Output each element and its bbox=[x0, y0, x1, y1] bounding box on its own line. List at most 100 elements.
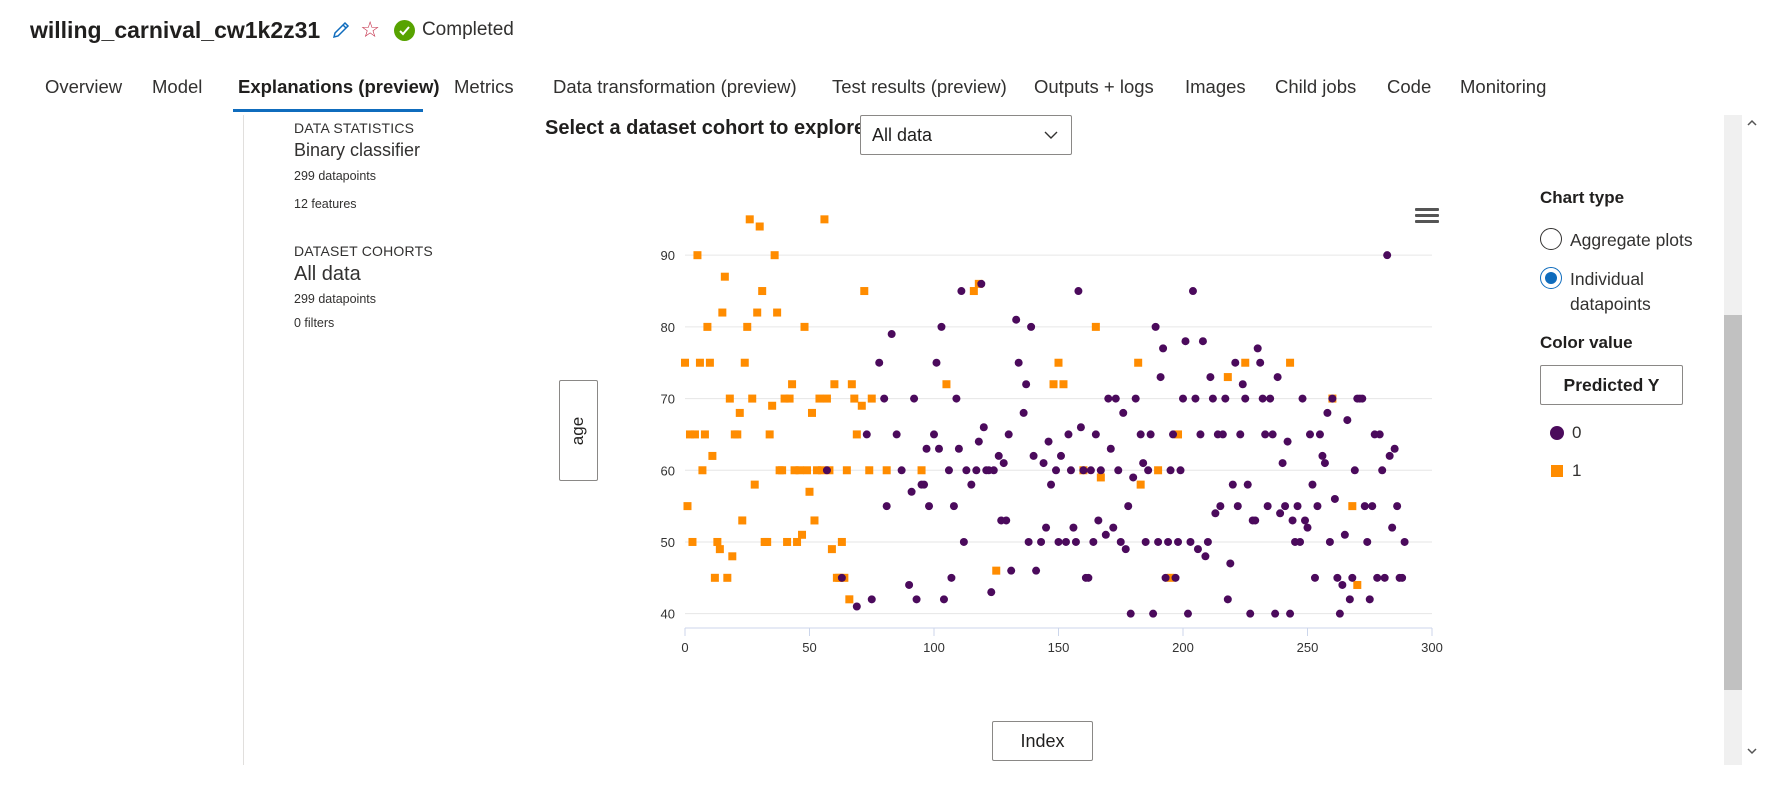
data-point-class-0[interactable] bbox=[1109, 523, 1118, 532]
data-point-class-0[interactable] bbox=[1203, 537, 1212, 546]
data-point-class-0[interactable] bbox=[1066, 466, 1075, 475]
data-point-class-1[interactable] bbox=[748, 394, 757, 403]
data-point-class-0[interactable] bbox=[905, 580, 914, 589]
data-point-class-0[interactable] bbox=[1273, 373, 1282, 382]
data-point-class-0[interactable] bbox=[1360, 502, 1369, 511]
data-point-class-1[interactable] bbox=[803, 466, 812, 475]
data-point-class-0[interactable] bbox=[1201, 552, 1210, 561]
data-point-class-1[interactable] bbox=[765, 430, 774, 439]
data-point-class-0[interactable] bbox=[1188, 287, 1197, 296]
data-point-class-0[interactable] bbox=[1019, 408, 1028, 417]
data-point-class-1[interactable] bbox=[758, 287, 767, 296]
data-point-class-0[interactable] bbox=[1149, 609, 1158, 618]
data-point-class-1[interactable] bbox=[807, 408, 816, 417]
cohort-name[interactable]: All data bbox=[294, 263, 361, 285]
data-point-class-1[interactable] bbox=[805, 487, 814, 496]
data-point-class-1[interactable] bbox=[817, 466, 826, 475]
data-point-class-0[interactable] bbox=[1323, 408, 1332, 417]
legend-item-0[interactable]: 0 bbox=[1540, 423, 1710, 443]
data-point-class-0[interactable] bbox=[1243, 480, 1252, 489]
data-point-class-0[interactable] bbox=[1211, 509, 1220, 518]
data-point-class-0[interactable] bbox=[880, 394, 889, 403]
color-value-button[interactable]: Predicted Y bbox=[1540, 365, 1683, 405]
data-point-class-0[interactable] bbox=[1256, 358, 1265, 367]
data-point-class-0[interactable] bbox=[1089, 537, 1098, 546]
data-point-class-0[interactable] bbox=[1012, 315, 1021, 324]
data-point-class-1[interactable] bbox=[1134, 358, 1143, 367]
data-point-class-1[interactable] bbox=[842, 466, 851, 475]
data-point-class-0[interactable] bbox=[1131, 394, 1140, 403]
data-point-class-1[interactable] bbox=[830, 380, 839, 389]
data-point-class-0[interactable] bbox=[947, 573, 956, 582]
data-point-class-0[interactable] bbox=[1305, 430, 1314, 439]
data-point-class-1[interactable] bbox=[969, 287, 978, 296]
data-point-class-1[interactable] bbox=[753, 308, 762, 317]
data-point-class-0[interactable] bbox=[1106, 444, 1115, 453]
data-point-class-0[interactable] bbox=[1032, 566, 1041, 575]
data-point-class-0[interactable] bbox=[1198, 337, 1207, 346]
data-point-class-0[interactable] bbox=[910, 394, 919, 403]
data-point-class-1[interactable] bbox=[770, 251, 779, 260]
data-point-class-0[interactable] bbox=[1228, 480, 1237, 489]
tab-metrics[interactable]: Metrics bbox=[454, 76, 514, 97]
data-point-class-0[interactable] bbox=[937, 322, 946, 331]
data-point-class-0[interactable] bbox=[972, 466, 981, 475]
data-point-class-1[interactable] bbox=[778, 466, 787, 475]
tab-outputs-logs[interactable]: Outputs + logs bbox=[1034, 76, 1154, 97]
tab-test-results[interactable]: Test results (preview) bbox=[832, 76, 1007, 97]
data-point-class-0[interactable] bbox=[1221, 394, 1230, 403]
data-point-class-0[interactable] bbox=[944, 466, 953, 475]
data-point-class-0[interactable] bbox=[1154, 537, 1163, 546]
data-point-class-1[interactable] bbox=[820, 215, 829, 224]
data-point-class-0[interactable] bbox=[1151, 322, 1160, 331]
data-point-class-0[interactable] bbox=[1335, 609, 1344, 618]
data-point-class-1[interactable] bbox=[942, 380, 951, 389]
data-point-class-0[interactable] bbox=[1104, 394, 1113, 403]
star-outline-icon[interactable]: ☆ bbox=[360, 17, 380, 42]
data-point-class-0[interactable] bbox=[934, 444, 943, 453]
data-point-class-1[interactable] bbox=[698, 466, 707, 475]
data-point-class-0[interactable] bbox=[1308, 480, 1317, 489]
x-axis-selector-button[interactable]: Index bbox=[992, 721, 1093, 761]
data-point-class-1[interactable] bbox=[1054, 358, 1063, 367]
data-point-class-1[interactable] bbox=[1154, 466, 1163, 475]
data-point-class-0[interactable] bbox=[837, 573, 846, 582]
data-point-class-0[interactable] bbox=[1368, 502, 1377, 511]
data-point-class-0[interactable] bbox=[1338, 580, 1347, 589]
data-point-class-1[interactable] bbox=[743, 322, 752, 331]
data-point-class-0[interactable] bbox=[987, 588, 996, 597]
data-point-class-0[interactable] bbox=[1161, 573, 1170, 582]
data-point-class-0[interactable] bbox=[1261, 430, 1270, 439]
data-point-class-0[interactable] bbox=[1094, 516, 1103, 525]
tab-data-transformation[interactable]: Data transformation (preview) bbox=[553, 76, 797, 97]
data-point-class-1[interactable] bbox=[740, 358, 749, 367]
data-point-class-1[interactable] bbox=[713, 537, 722, 546]
data-point-class-0[interactable] bbox=[1216, 502, 1225, 511]
data-point-class-0[interactable] bbox=[1193, 545, 1202, 554]
data-point-class-0[interactable] bbox=[1206, 373, 1215, 382]
data-point-class-0[interactable] bbox=[1156, 373, 1165, 382]
data-point-class-0[interactable] bbox=[1014, 358, 1023, 367]
data-point-class-1[interactable] bbox=[723, 573, 732, 582]
data-point-class-1[interactable] bbox=[798, 530, 807, 539]
data-point-class-0[interactable] bbox=[1233, 502, 1242, 511]
data-point-class-1[interactable] bbox=[1049, 380, 1058, 389]
data-point-class-1[interactable] bbox=[917, 466, 926, 475]
tab-images[interactable]: Images bbox=[1185, 76, 1246, 97]
data-point-class-0[interactable] bbox=[1340, 530, 1349, 539]
scroll-down-arrow-icon[interactable] bbox=[1742, 742, 1762, 760]
data-point-class-1[interactable] bbox=[693, 251, 702, 260]
data-point-class-1[interactable] bbox=[800, 322, 809, 331]
data-point-class-1[interactable] bbox=[783, 537, 792, 546]
data-point-class-1[interactable] bbox=[992, 566, 1001, 575]
data-point-class-1[interactable] bbox=[837, 537, 846, 546]
data-point-class-0[interactable] bbox=[1061, 537, 1070, 546]
data-point-class-0[interactable] bbox=[1251, 516, 1260, 525]
data-point-class-0[interactable] bbox=[1271, 609, 1280, 618]
data-point-class-0[interactable] bbox=[1246, 609, 1255, 618]
data-point-class-1[interactable] bbox=[695, 358, 704, 367]
data-point-class-1[interactable] bbox=[745, 215, 754, 224]
data-point-class-1[interactable] bbox=[1091, 322, 1100, 331]
data-point-class-0[interactable] bbox=[1288, 516, 1297, 525]
data-point-class-0[interactable] bbox=[939, 595, 948, 604]
